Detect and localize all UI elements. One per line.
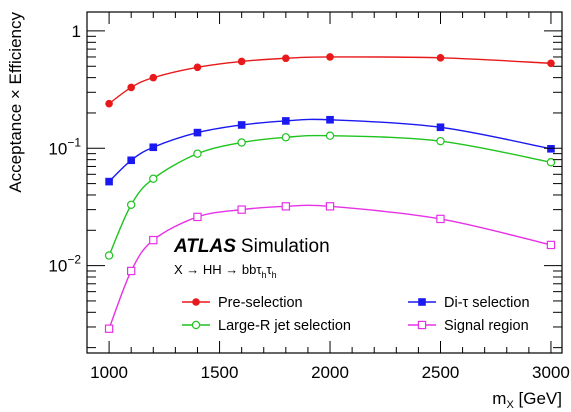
series-line-di-selection: [108, 118, 552, 183]
data-point-signal-region: [104, 324, 114, 333]
data-point-large-r-jet-selection: [237, 138, 246, 147]
y-tick-label: 10−2: [48, 253, 81, 276]
legend-marker: [192, 298, 200, 306]
data-point-pre-selection: [237, 57, 246, 66]
x-tick-label: 3000: [532, 363, 570, 382]
data-point-signal-region: [193, 212, 202, 222]
legend-entry-large-r-jet-selection: Large-R jet selection: [182, 318, 351, 334]
data-point-pre-selection: [436, 54, 445, 62]
legend-label: Di-τ selection: [444, 295, 530, 311]
data-point-pre-selection: [149, 73, 158, 82]
data-point-di-selection: [105, 177, 113, 186]
x-axis-label-unit: [GeV]: [514, 389, 562, 408]
atlas-simulation: Simulation: [241, 236, 330, 257]
data-point-di-selection: [237, 121, 246, 129]
atlas-label: ATLAS Simulation: [173, 236, 330, 257]
legend-label: Pre-selection: [218, 295, 303, 311]
series-line-pre-selection: [108, 56, 551, 105]
data-point-pre-selection: [326, 53, 334, 61]
data-point-di-selection: [127, 156, 135, 165]
process-label: X → HH → bbτhτh: [174, 262, 277, 280]
data-point-signal-region: [126, 266, 136, 276]
y-tick-label: 10−1: [48, 135, 81, 158]
process-sub-2: h: [272, 270, 277, 280]
y-tick-label: 1: [72, 22, 81, 41]
series-markers: [104, 53, 556, 333]
data-point-pre-selection: [282, 54, 290, 63]
x-axis-label: mX [GeV]: [492, 389, 562, 411]
x-tick-label: 1500: [201, 363, 239, 382]
data-point-large-r-jet-selection: [126, 200, 136, 209]
data-point-signal-region: [149, 235, 158, 245]
data-point-large-r-jet-selection: [436, 136, 445, 146]
data-point-di-selection: [547, 144, 555, 153]
data-point-signal-region: [237, 205, 246, 214]
data-point-di-selection: [149, 143, 158, 152]
legend-entry-pre-selection: Pre-selection: [182, 295, 303, 311]
process-main: X → HH → bbτ: [174, 262, 262, 277]
process-sub-1: h: [262, 270, 267, 280]
data-point-pre-selection: [127, 83, 135, 92]
legend-marker: [417, 320, 427, 330]
data-point-large-r-jet-selection: [193, 149, 202, 158]
tick-labels: 1000 1500 2000 2500 3000 10−2 10−1 1: [48, 22, 569, 382]
data-point-signal-region: [325, 202, 335, 211]
data-point-pre-selection: [547, 59, 555, 68]
legend-label: Signal region: [444, 318, 529, 334]
atlas-experiment: ATLAS: [173, 236, 236, 257]
data-point-large-r-jet-selection: [546, 158, 556, 167]
atlas-annotation: ATLAS Simulation X → HH → bbτhτh: [173, 236, 330, 280]
series-curves: [108, 56, 552, 329]
data-point-signal-region: [436, 214, 445, 224]
data-point-pre-selection: [105, 99, 113, 108]
data-point-pre-selection: [193, 63, 202, 72]
x-tick-label: 1000: [90, 363, 128, 382]
data-point-large-r-jet-selection: [149, 174, 158, 183]
data-point-di-selection: [282, 117, 290, 125]
data-point-large-r-jet-selection: [281, 133, 291, 142]
legend-entry-di-selection: Di-τ selection: [408, 295, 530, 311]
legend-marker: [418, 298, 426, 306]
plot-frame: [86, 11, 563, 354]
x-tick-label: 2500: [422, 363, 460, 382]
legend-marker: [191, 320, 201, 330]
x-axis-label-base: m: [492, 389, 506, 408]
x-tick-label: 2000: [311, 363, 349, 382]
data-point-di-selection: [193, 128, 202, 137]
process-tail: τ: [267, 262, 273, 277]
data-point-large-r-jet-selection: [325, 131, 335, 140]
data-point-di-selection: [326, 115, 334, 124]
y-axis-label: Acceptance × Efficiency: [6, 12, 25, 193]
legend: Pre-selection Di-τ selection Large-R jet s…: [182, 295, 530, 334]
data-point-signal-region: [281, 202, 291, 211]
axis-ticks: [87, 12, 562, 353]
data-point-signal-region: [546, 240, 556, 250]
data-point-large-r-jet-selection: [104, 251, 114, 260]
x-axis-label-sub: X: [506, 399, 514, 411]
legend-label: Large-R jet selection: [218, 318, 351, 334]
legend-entry-signal-region: Signal region: [408, 318, 529, 334]
data-point-di-selection: [436, 123, 445, 132]
